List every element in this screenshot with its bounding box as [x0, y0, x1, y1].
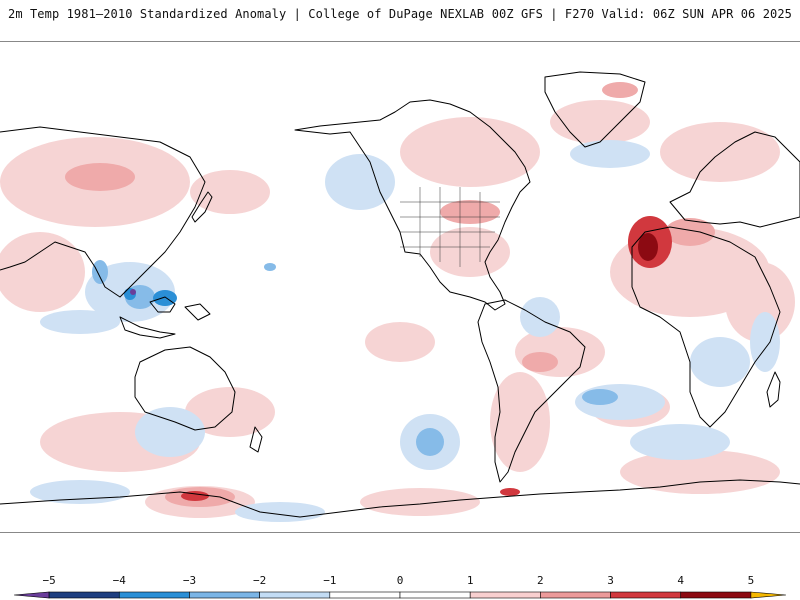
colorbar: −5 −4 −3 −2 −1 0 1 2 3 4 5 [0, 568, 800, 600]
colorbar-segment [118, 591, 190, 599]
colorbar-tick-label: −1 [323, 574, 336, 587]
colorbar-tick-label: 1 [467, 574, 474, 587]
colorbar-tick-label: −3 [183, 574, 196, 587]
colorbar-segment [399, 591, 471, 599]
map-title: 2m Temp 1981–2010 Standardized Anomaly |… [8, 7, 485, 21]
colorbar-segment [540, 591, 611, 599]
coastlines [0, 71, 800, 518]
colorbar-segment [610, 591, 682, 599]
extreme-warm-areas [638, 233, 658, 261]
colorbar-segment [189, 591, 260, 599]
colorbar-segment [329, 591, 401, 599]
anomaly-map [0, 41, 800, 533]
moderate-warm-areas [65, 82, 715, 507]
colorbar-tick-label: −4 [113, 574, 127, 587]
colorbar-tick-label: 5 [748, 574, 755, 587]
colorbar-tick-label: 2 [537, 574, 544, 587]
colorbar-segment [13, 591, 50, 599]
colorbar-segment [750, 591, 787, 599]
extreme-cold-areas [130, 289, 136, 295]
colorbar-tick-label: −2 [253, 574, 266, 587]
cold-anomaly-areas [30, 140, 780, 522]
colorbar-segment [48, 591, 120, 599]
world-map-svg [0, 71, 800, 522]
colorbar-segments [13, 591, 787, 599]
colorbar-svg: −5 −4 −3 −2 −1 0 1 2 3 4 5 [13, 574, 787, 599]
colorbar-ticks: −5 −4 −3 −2 −1 0 1 2 3 4 5 [42, 574, 754, 587]
colorbar-tick-label: −5 [42, 574, 55, 587]
anomaly-shading [0, 82, 795, 522]
colorbar-segment [680, 591, 752, 599]
colorbar-tick-label: 0 [397, 574, 404, 587]
colorbar-tick-label: 3 [607, 574, 614, 587]
colorbar-segment [469, 591, 541, 599]
us-state-borders [400, 187, 500, 267]
colorbar-segment [259, 591, 331, 599]
colorbar-tick-label: 4 [677, 574, 684, 587]
run-valid-time: 00Z GFS | F270 Valid: 06Z SUN APR 06 202… [491, 7, 792, 21]
